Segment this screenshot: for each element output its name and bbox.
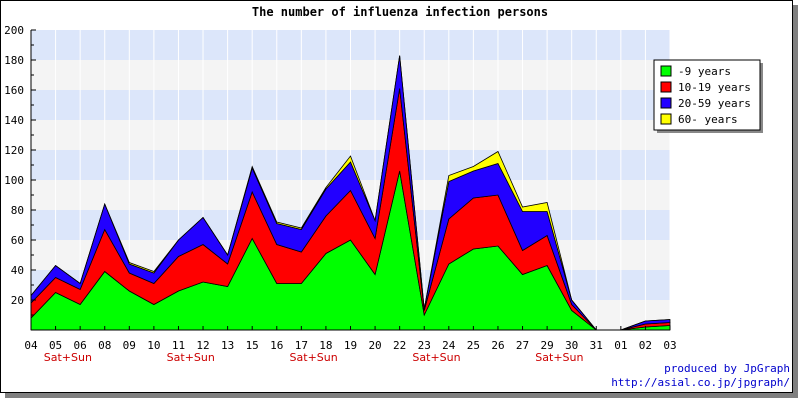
x-tick-label: 27 (516, 339, 529, 352)
legend-label: 60- years (678, 113, 738, 126)
x-tick-label: 13 (221, 339, 234, 352)
legend-label: 10-19 years (678, 81, 751, 94)
x-tick-label: 16 (270, 339, 283, 352)
weekend-label: Sat+Sun (412, 351, 460, 364)
series-area (30, 55, 671, 331)
legend-swatch (660, 65, 672, 77)
y-tick-label: 100 (4, 174, 24, 187)
y-tick-label: 200 (4, 24, 24, 37)
credit-line-1: produced by JpGraph (664, 362, 790, 375)
x-tick-label: 31 (590, 339, 603, 352)
credit-line-2: http://asial.co.jp/jpgraph/ (611, 376, 790, 389)
y-tick-label: 80 (11, 204, 24, 217)
x-tick-label: 09 (123, 339, 136, 352)
legend-box (653, 59, 761, 131)
legend: -9 years 10-19 years 20-59 years 60- years (653, 59, 763, 133)
x-tick-label: 18 (319, 339, 332, 352)
x-tick-label: 02 (639, 339, 652, 352)
weekend-label: Sat+Sun (167, 351, 215, 364)
legend-label: -9 years (678, 65, 731, 78)
y-tick-label: 180 (4, 54, 24, 67)
axes: 20 40 60 80 100 120 140 160 180 200 04 05 06 08 09 10 11… (4, 24, 677, 364)
chart-title: The number of influenza infection person… (252, 5, 548, 19)
legend-swatch (660, 81, 672, 93)
x-tick-label: 20 (368, 339, 381, 352)
x-tick-label: 26 (491, 339, 504, 352)
x-tick-label: 22 (393, 339, 406, 352)
x-tick-label: 01 (614, 339, 627, 352)
x-tick-label: 17 (295, 339, 308, 352)
y-tick-label: 140 (4, 114, 24, 127)
x-tick-label: 10 (147, 339, 160, 352)
x-tick-label: 29 (540, 339, 553, 352)
x-tick-label: 04 (24, 339, 38, 352)
weekend-label: Sat+Sun (44, 351, 92, 364)
y-tick-label: 120 (4, 144, 24, 157)
x-tick-label: 15 (246, 339, 259, 352)
x-tick-label: 03 (663, 339, 676, 352)
weekend-label: Sat+Sun (290, 351, 338, 364)
x-tick-label: 05 (49, 339, 62, 352)
x-tick-label: 24 (442, 339, 456, 352)
legend-swatch (660, 97, 672, 109)
y-tick-label: 40 (11, 264, 24, 277)
legend-swatch (660, 113, 672, 125)
weekend-label: Sat+Sun (535, 351, 583, 364)
y-tick-label: 160 (4, 84, 24, 97)
x-tick-label: 23 (418, 339, 431, 352)
y-tick-label: 60 (11, 234, 24, 247)
x-tick-label: 30 (565, 339, 578, 352)
y-tick-label: 20 (11, 294, 24, 307)
credit: produced by JpGraph http://asial.co.jp/j… (611, 362, 790, 390)
legend-label: 20-59 years (678, 97, 751, 110)
x-tick-label: 25 (467, 339, 480, 352)
x-tick-label: 19 (344, 339, 357, 352)
x-tick-label: 12 (196, 339, 209, 352)
x-tick-label: 11 (172, 339, 185, 352)
x-tick-label: 08 (98, 339, 111, 352)
x-tick-label: 06 (74, 339, 87, 352)
